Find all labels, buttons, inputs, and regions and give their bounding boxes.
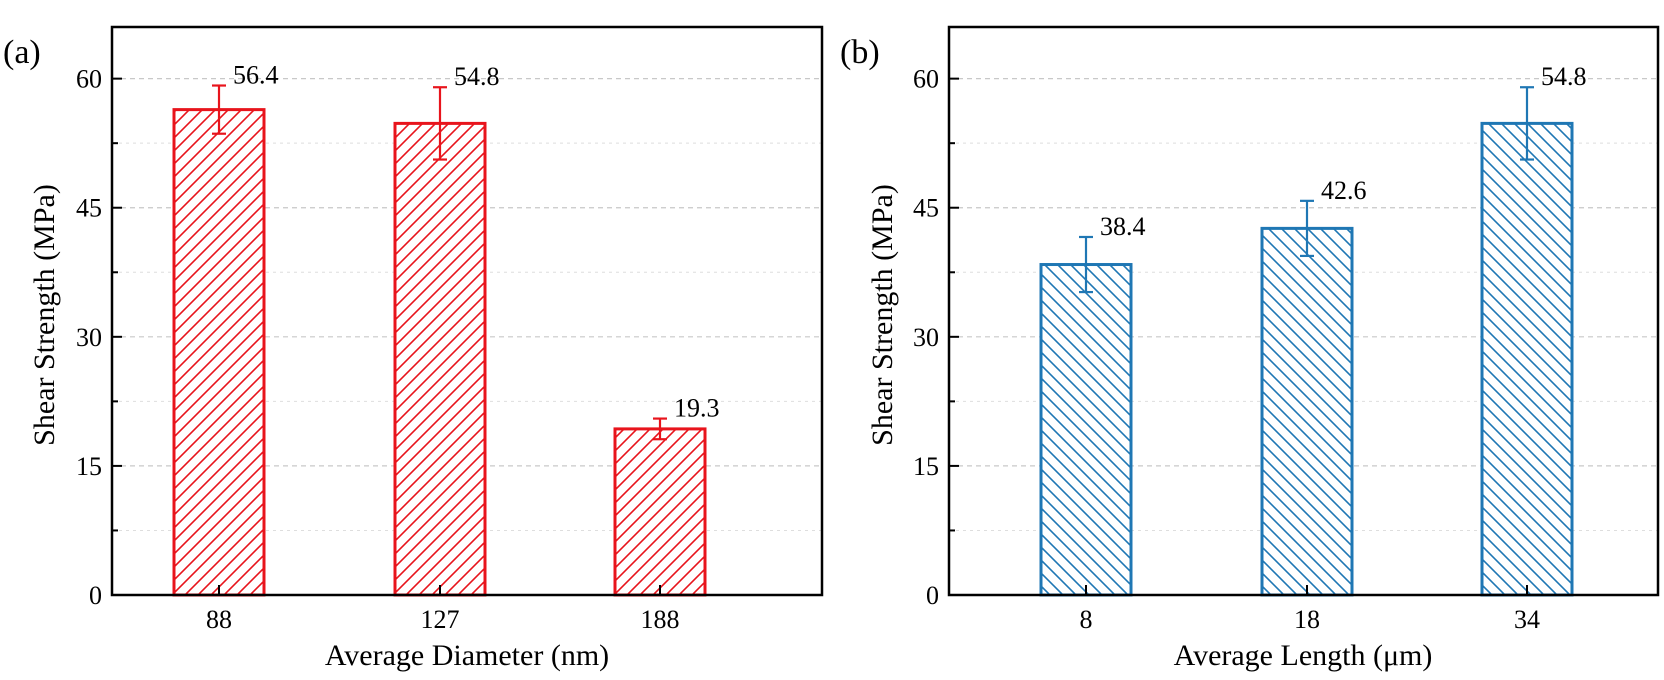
panel-b-y-tick-label: 30 <box>913 323 939 352</box>
panel-a-x-tick-label-0: 88 <box>206 605 232 634</box>
panel-a-x-tick-label-2: 188 <box>641 605 680 634</box>
panel-a-x-tick-label-1: 127 <box>421 605 460 634</box>
panel-a-ticks: 0 15 30 45 60 88 127 188 <box>76 65 680 634</box>
panel-a-data-label-1: 54.8 <box>454 62 500 91</box>
panel-b-x-tick-label-1: 18 <box>1294 605 1320 634</box>
panel-b-data-label-2: 54.8 <box>1541 62 1587 91</box>
panel-b-x-tick-label-2: 34 <box>1514 605 1540 634</box>
panel-a-y-tick-label: 0 <box>89 581 102 610</box>
panel-b-data-label-0: 38.4 <box>1100 212 1146 241</box>
panel-b-ticks: 0 15 30 45 60 8 18 34 <box>913 65 1540 634</box>
panel-b-x-tick-label-0: 8 <box>1080 605 1093 634</box>
panel-a-y-tick-label: 45 <box>76 194 102 223</box>
panel-b-bars <box>1039 86 1574 597</box>
panel-b-y-tick-label: 15 <box>913 452 939 481</box>
panel-a-data-label-2: 19.3 <box>674 394 720 423</box>
panel-a-data-labels: 56.4 54.8 19.3 <box>233 61 720 423</box>
panel-a-y-tick-label: 60 <box>76 65 102 94</box>
panel-a-data-label-0: 56.4 <box>233 61 279 90</box>
panel-b-bar-0 <box>1039 263 1133 597</box>
panel-a-x-axis-title: Average Diameter (nm) <box>325 639 609 672</box>
panel-b-data-label-1: 42.6 <box>1321 176 1367 205</box>
panel-b-plot-frame <box>947 25 1660 597</box>
panel-b-label: (b) <box>840 34 880 71</box>
panel-a-label: (a) <box>3 34 41 71</box>
panel-b-bar-1 <box>1260 226 1354 597</box>
panel-b-y-axis-title: Shear Strength (MPa) <box>866 184 899 446</box>
panel-a-bars <box>172 84 707 597</box>
panel-b-bar-2 <box>1480 121 1574 597</box>
panel-a-bar-0 <box>172 108 266 597</box>
panel-a-y-tick-label: 15 <box>76 452 102 481</box>
panel-b: 0 15 30 45 60 8 18 34 38.4 42.6 54.8 (b) Average … <box>840 25 1660 672</box>
panel-b-y-tick-label: 0 <box>926 581 939 610</box>
panel-b-y-tick-label: 60 <box>913 65 939 94</box>
panel-a: 0 15 30 45 60 88 127 188 56.4 54.8 19.3 (a) Avera… <box>3 25 824 672</box>
panel-a-y-axis-title: Shear Strength (MPa) <box>28 184 61 446</box>
panel-b-y-tick-label: 45 <box>913 194 939 223</box>
panel-a-y-tick-label: 30 <box>76 323 102 352</box>
panel-a-bar-1 <box>393 121 487 597</box>
panel-a-bar-2 <box>613 427 707 597</box>
panel-b-data-labels: 38.4 42.6 54.8 <box>1100 62 1587 241</box>
panel-b-x-axis-title: Average Length (μm) <box>1174 639 1433 672</box>
panel-a-plot-frame <box>110 25 824 597</box>
